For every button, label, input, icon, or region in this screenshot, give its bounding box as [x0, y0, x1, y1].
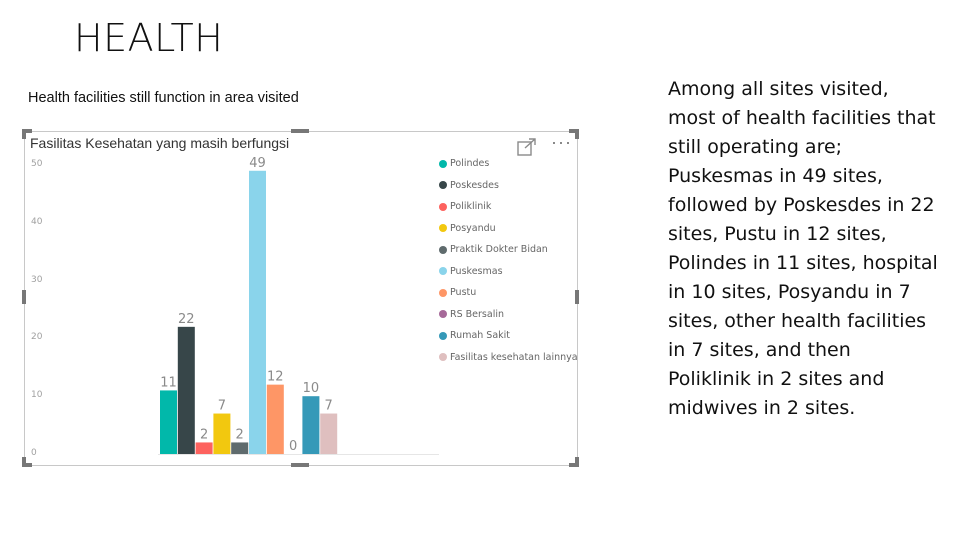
- resize-handle-right[interactable]: [575, 290, 579, 304]
- data-label: 0: [289, 439, 297, 454]
- legend-marker: [439, 353, 447, 361]
- legend-label: Pustu: [450, 287, 477, 298]
- legend-marker: [439, 159, 447, 168]
- focus-mode-icon[interactable]: [517, 138, 537, 156]
- data-label: 22: [178, 312, 195, 327]
- bar-poliklinik[interactable]: [195, 442, 213, 454]
- legend-label: Posyandu: [450, 222, 496, 234]
- bar-rumah-sakit[interactable]: [302, 396, 320, 454]
- resize-handle-left[interactable]: [22, 290, 26, 304]
- bar-polindes[interactable]: [160, 390, 177, 454]
- data-label: 11: [160, 375, 177, 390]
- legend-marker: [439, 310, 447, 318]
- resize-handle-bottom-left[interactable]: [22, 463, 32, 467]
- legend-label: Fasilitas kesehatan lainnya: [450, 351, 578, 363]
- resize-handle-bottom-right[interactable]: [569, 463, 579, 467]
- legend-item[interactable]: Rumah Sakit: [439, 330, 510, 344]
- y-tick-label: 50: [31, 159, 43, 169]
- legend-item[interactable]: Posyandu: [439, 223, 496, 237]
- resize-handle-top-right[interactable]: [575, 129, 579, 139]
- legend-item[interactable]: Pustu: [439, 287, 476, 301]
- chart-caption: Health facilities still function in area…: [28, 90, 299, 106]
- legend-item[interactable]: Poliklinik: [439, 201, 491, 215]
- legend-item[interactable]: Poskesdes: [439, 180, 499, 194]
- slide-title: HEALTH: [74, 16, 224, 60]
- bar-puskesmas[interactable]: [249, 170, 266, 454]
- y-tick-label: 40: [31, 216, 43, 227]
- bar-praktik-dokter-bidan[interactable]: [231, 442, 249, 454]
- legend-label: Poskesdes: [450, 179, 499, 191]
- data-label: 7: [325, 399, 333, 414]
- legend-label: Poliklinik: [450, 201, 492, 212]
- resize-handle-top-left[interactable]: [22, 129, 32, 133]
- y-tick-label: 30: [31, 274, 43, 285]
- legend-label: Praktik Dokter Bidan: [450, 244, 548, 255]
- legend-item[interactable]: Polindes: [439, 158, 489, 172]
- resize-handle-bottom-left[interactable]: [22, 457, 26, 467]
- legend-marker: [439, 224, 447, 232]
- description-text: Among all sites visited, most of health …: [668, 78, 938, 419]
- data-label: 49: [249, 156, 266, 171]
- data-label: 10: [303, 381, 320, 396]
- chart-title: Fasilitas Kesehatan yang masih berfungsi: [30, 135, 290, 151]
- legend-item[interactable]: RS Bersalin: [439, 309, 504, 323]
- data-label: 12: [267, 370, 284, 385]
- data-label: 2: [200, 427, 208, 442]
- y-tick-label: 10: [31, 390, 43, 401]
- legend-marker: [439, 331, 447, 340]
- legend-label: Puskesmas: [450, 265, 503, 277]
- y-tick-label: 0: [31, 448, 37, 458]
- bar-poskesdes[interactable]: [177, 326, 195, 454]
- chart-visual[interactable]: Fasilitas Kesehatan yang masih berfungsi…: [22, 129, 579, 467]
- bar-pustu[interactable]: [266, 384, 284, 454]
- bar-posyandu[interactable]: [213, 413, 231, 454]
- legend-label: RS Bersalin: [450, 308, 504, 320]
- more-options-icon[interactable]: ···: [551, 132, 572, 152]
- legend-item[interactable]: Fasilitas kesehatan lainnya: [439, 352, 578, 366]
- legend-marker: [439, 245, 447, 254]
- y-tick-label: 20: [31, 332, 43, 343]
- legend-label: Polindes: [450, 158, 490, 169]
- resize-handle-bottom[interactable]: [291, 463, 309, 467]
- legend-marker: [439, 267, 447, 275]
- data-label: 7: [218, 399, 226, 414]
- legend-item[interactable]: Puskesmas: [439, 266, 503, 280]
- data-label: 2: [236, 427, 244, 442]
- resize-handle-top-left[interactable]: [22, 129, 26, 139]
- legend-marker: [439, 202, 447, 211]
- bar-fasilitas-kesehatan-lainnya[interactable]: [320, 413, 338, 454]
- resize-handle-bottom-right[interactable]: [575, 457, 579, 467]
- legend-item[interactable]: Praktik Dokter Bidan: [439, 244, 548, 258]
- legend-marker: [439, 181, 447, 189]
- legend-label: Rumah Sakit: [450, 330, 511, 341]
- resize-handle-top-right[interactable]: [569, 129, 579, 133]
- legend-marker: [439, 288, 447, 297]
- resize-handle-top[interactable]: [291, 129, 309, 133]
